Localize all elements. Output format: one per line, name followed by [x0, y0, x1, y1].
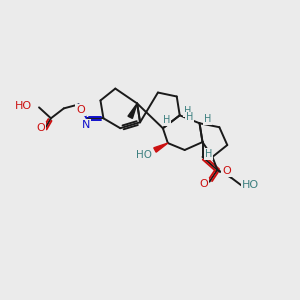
Text: N: N	[81, 120, 90, 130]
Text: H: H	[205, 149, 212, 159]
Text: O: O	[199, 179, 208, 189]
Text: HO: HO	[15, 101, 32, 111]
Text: HO: HO	[242, 180, 259, 190]
Polygon shape	[154, 143, 168, 152]
Polygon shape	[128, 103, 137, 118]
Text: O: O	[222, 166, 231, 176]
Text: HO: HO	[136, 150, 152, 160]
Text: H: H	[184, 106, 191, 116]
Text: O: O	[76, 105, 85, 116]
Text: H: H	[163, 115, 170, 125]
Text: H: H	[204, 114, 211, 124]
Text: H: H	[186, 112, 193, 122]
Text: O: O	[37, 123, 45, 133]
